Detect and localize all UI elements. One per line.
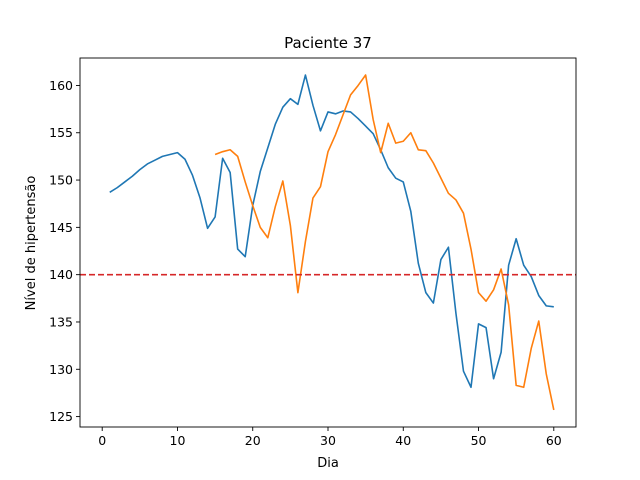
y-tick-label: 130 xyxy=(49,362,73,377)
series-line-2 xyxy=(214,74,555,411)
x-tick-label: 30 xyxy=(320,433,336,448)
x-tick-label: 40 xyxy=(395,433,411,448)
x-tick-label: 20 xyxy=(245,433,261,448)
x-tick-label: 0 xyxy=(98,433,106,448)
axes: 0 10 20 30 40 50 60 125 130 135 140 145 150 155 160 xyxy=(49,57,577,448)
chart-title: Paciente 37 xyxy=(284,34,372,52)
x-tick-label: 10 xyxy=(170,433,186,448)
y-axis-label: Nível de hipertensão xyxy=(24,176,39,311)
y-tick-label: 160 xyxy=(49,78,73,93)
y-tick-label: 155 xyxy=(49,125,73,140)
x-tick-label: 50 xyxy=(471,433,487,448)
x-axis-label: Dia xyxy=(317,456,339,471)
y-tick-label: 135 xyxy=(49,314,73,329)
y-tick-label: 150 xyxy=(49,173,73,188)
y-tick-label: 140 xyxy=(49,267,73,282)
plot-content xyxy=(80,74,576,411)
series-line-1 xyxy=(109,74,554,389)
y-tick-label: 145 xyxy=(49,220,73,235)
x-tick-label: 60 xyxy=(546,433,562,448)
y-tick-label: 125 xyxy=(49,409,73,424)
